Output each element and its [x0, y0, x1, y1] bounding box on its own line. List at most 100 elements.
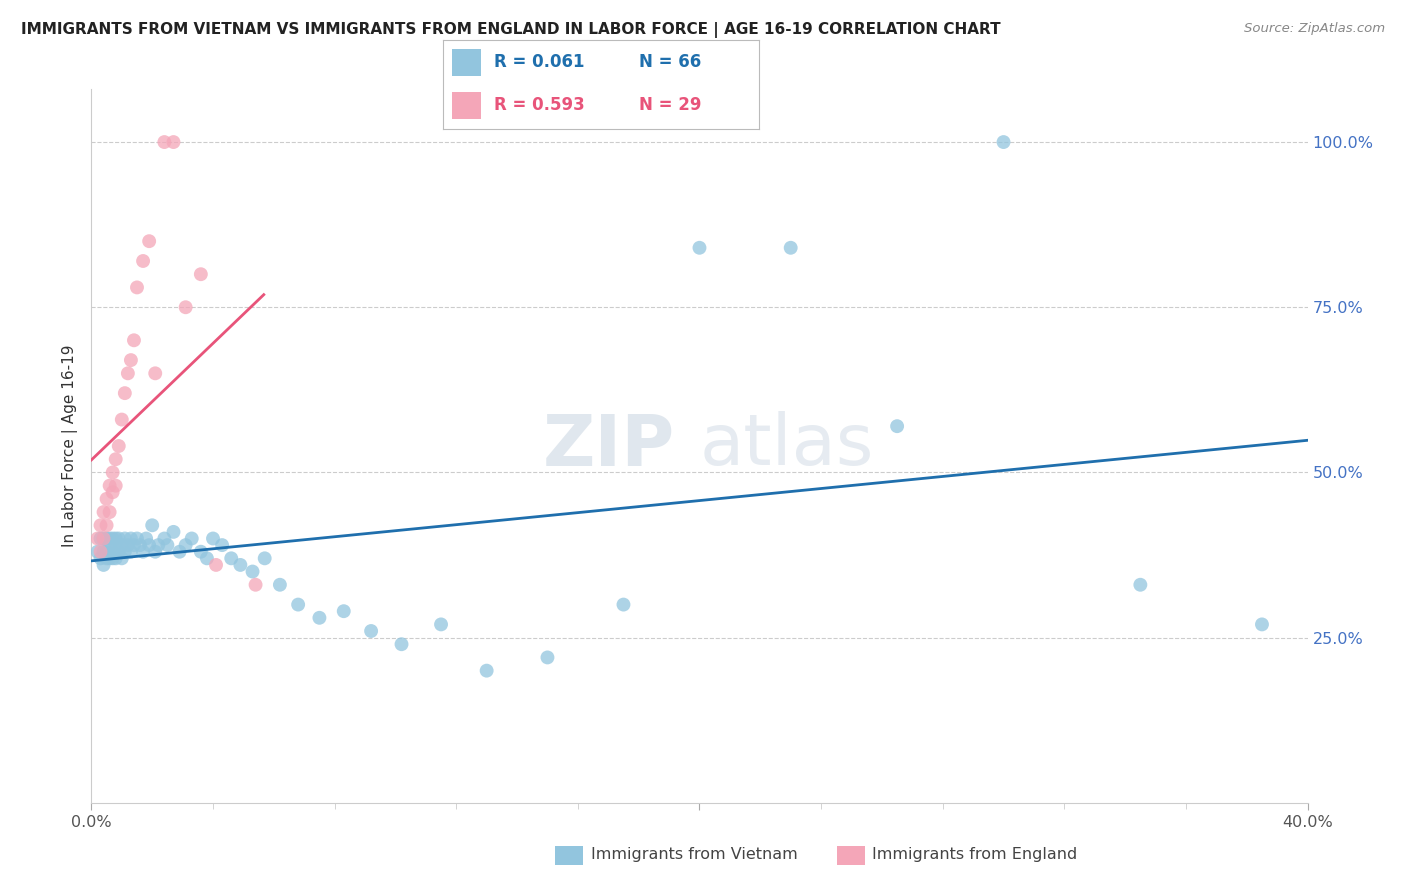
- Point: [117, 367, 139, 381]
- Point: [93, 545, 115, 559]
- Text: IMMIGRANTS FROM VIETNAM VS IMMIGRANTS FROM ENGLAND IN LABOR FORCE | AGE 16-19 CO: IMMIGRANTS FROM VIETNAM VS IMMIGRANTS FR…: [21, 22, 1001, 38]
- Text: N = 29: N = 29: [640, 96, 702, 114]
- Text: Source: ZipAtlas.com: Source: ZipAtlas.com: [1244, 22, 1385, 36]
- Point: [86, 545, 108, 559]
- Point: [101, 485, 124, 500]
- Point: [195, 551, 218, 566]
- Point: [205, 558, 228, 572]
- Text: ZIP: ZIP: [543, 411, 675, 481]
- Point: [245, 578, 267, 592]
- Point: [96, 532, 118, 546]
- Point: [114, 545, 136, 559]
- Text: Immigrants from Vietnam: Immigrants from Vietnam: [591, 847, 797, 862]
- Point: [120, 532, 142, 546]
- Point: [143, 545, 166, 559]
- Point: [430, 617, 453, 632]
- Point: [141, 518, 163, 533]
- Text: R = 0.061: R = 0.061: [494, 54, 583, 71]
- Point: [98, 532, 121, 546]
- Point: [360, 624, 382, 638]
- Point: [93, 532, 115, 546]
- Point: [153, 135, 176, 149]
- Point: [98, 538, 121, 552]
- Point: [96, 545, 118, 559]
- Point: [135, 532, 157, 546]
- Point: [104, 452, 127, 467]
- Point: [114, 532, 136, 546]
- Text: atlas: atlas: [699, 411, 875, 481]
- Point: [117, 538, 139, 552]
- Point: [111, 412, 134, 426]
- Point: [612, 598, 634, 612]
- Point: [104, 532, 127, 546]
- Point: [153, 532, 176, 546]
- Point: [111, 551, 134, 566]
- Point: [287, 598, 309, 612]
- Point: [475, 664, 498, 678]
- Point: [143, 367, 166, 381]
- Point: [211, 538, 233, 552]
- Point: [1129, 578, 1152, 592]
- Point: [269, 578, 291, 592]
- Point: [114, 386, 136, 401]
- Point: [122, 538, 145, 552]
- FancyBboxPatch shape: [453, 92, 481, 119]
- Point: [1251, 617, 1274, 632]
- Point: [886, 419, 908, 434]
- Text: Immigrants from England: Immigrants from England: [872, 847, 1077, 862]
- Point: [308, 611, 330, 625]
- Point: [219, 551, 242, 566]
- Point: [96, 518, 118, 533]
- Point: [180, 532, 202, 546]
- Point: [107, 532, 129, 546]
- Point: [779, 241, 801, 255]
- Point: [148, 538, 170, 552]
- Point: [156, 538, 179, 552]
- Point: [101, 466, 124, 480]
- Point: [98, 551, 121, 566]
- Point: [107, 545, 129, 559]
- Point: [190, 267, 212, 281]
- Point: [125, 532, 148, 546]
- Point: [101, 551, 124, 566]
- Point: [138, 538, 160, 552]
- Point: [120, 353, 142, 368]
- Point: [332, 604, 354, 618]
- Point: [96, 551, 118, 566]
- Point: [229, 558, 252, 572]
- Point: [132, 254, 155, 268]
- Point: [107, 439, 129, 453]
- Text: N = 66: N = 66: [640, 54, 702, 71]
- Point: [122, 333, 145, 347]
- Point: [174, 538, 197, 552]
- Point: [202, 532, 225, 546]
- Point: [96, 491, 118, 506]
- Point: [89, 532, 111, 546]
- Point: [89, 518, 111, 533]
- Point: [93, 558, 115, 572]
- Point: [162, 135, 184, 149]
- Point: [536, 650, 558, 665]
- Text: R = 0.593: R = 0.593: [494, 96, 585, 114]
- Point: [104, 478, 127, 492]
- Point: [104, 538, 127, 552]
- Point: [391, 637, 413, 651]
- Point: [101, 532, 124, 546]
- FancyBboxPatch shape: [453, 49, 481, 76]
- Point: [169, 545, 191, 559]
- Point: [688, 241, 710, 255]
- Point: [174, 300, 197, 314]
- Point: [120, 545, 142, 559]
- Point: [190, 545, 212, 559]
- Point: [101, 545, 124, 559]
- Y-axis label: In Labor Force | Age 16-19: In Labor Force | Age 16-19: [62, 344, 77, 548]
- Point: [93, 532, 115, 546]
- Point: [93, 505, 115, 519]
- Point: [125, 280, 148, 294]
- Point: [89, 545, 111, 559]
- Point: [253, 551, 276, 566]
- Point: [993, 135, 1015, 149]
- Point: [138, 234, 160, 248]
- Point: [98, 505, 121, 519]
- Point: [162, 524, 184, 539]
